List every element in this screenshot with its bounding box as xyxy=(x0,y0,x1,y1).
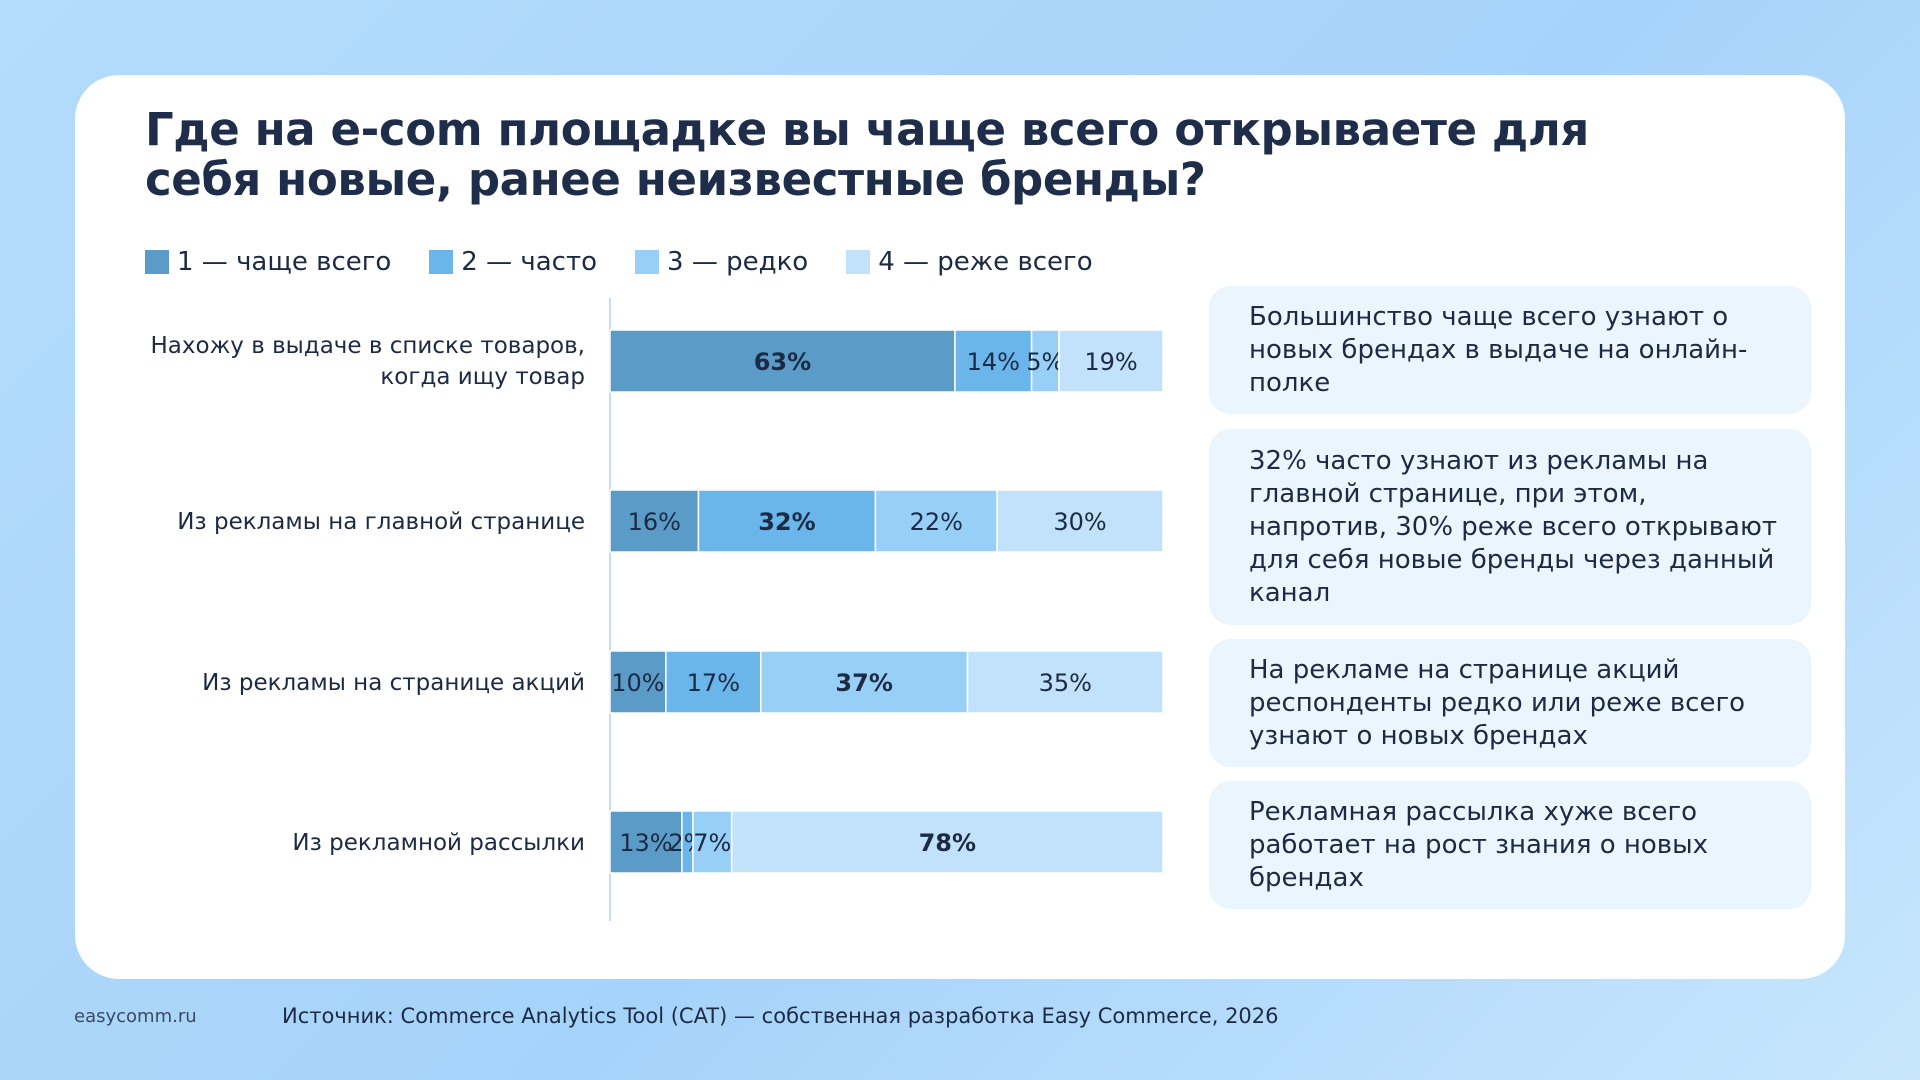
content-card: Где на e-com площадке вы чаще всего откр… xyxy=(75,75,1845,979)
legend-label-2: 2 — часто xyxy=(461,247,598,277)
category-label: Из рекламной рассылки xyxy=(292,830,585,856)
category-label: Из рекламы на главной странице xyxy=(177,509,585,535)
note-1: Большинство чаще всего узнают о новых бр… xyxy=(1209,286,1811,414)
note-2: 32% часто узнают из рекламы на главной с… xyxy=(1209,429,1811,625)
bar-segment xyxy=(966,650,1164,714)
data-label: 17% xyxy=(687,669,740,697)
data-label: 32% xyxy=(758,508,815,536)
bar-segment xyxy=(996,489,1164,553)
bar-segment xyxy=(1058,329,1164,393)
data-label: 5% xyxy=(1026,348,1064,376)
data-label: 14% xyxy=(967,348,1020,376)
note-4: Рекламная рассылка хуже всего работает н… xyxy=(1209,781,1811,909)
bar-segment xyxy=(874,489,998,553)
chart-title: Где на e-com площадке вы чаще всего откр… xyxy=(145,103,1589,206)
stacked-bar-chart: Нахожу в выдаче в списке товаров, когда и… xyxy=(151,298,1164,921)
category-label: Нахожу в выдаче в списке товаров, когда и… xyxy=(151,333,586,390)
data-label: 37% xyxy=(835,669,892,697)
data-label: 13% xyxy=(619,829,672,857)
legend-label-1: 1 — чаще всего xyxy=(177,247,392,277)
legend-swatch-2 xyxy=(429,250,454,274)
legend-item-4: 4 — реже всего xyxy=(846,247,1093,277)
category-label: Из рекламы на странице акций xyxy=(202,670,585,696)
bar-segment xyxy=(697,489,877,553)
footer-brand: easycomm.ru xyxy=(74,1006,197,1027)
bar-segment xyxy=(609,489,700,553)
legend-swatch-3 xyxy=(635,250,660,274)
bar-segment xyxy=(609,810,683,874)
data-label: 7% xyxy=(693,829,731,857)
data-label: 78% xyxy=(919,829,976,857)
chart-legend: 1 — чаще всего 2 — часто 3 — редко 4 — р… xyxy=(145,247,1093,277)
legend-swatch-1 xyxy=(145,250,169,274)
bar-segment xyxy=(609,329,956,393)
note-3: На рекламе на странице акций респонденты… xyxy=(1209,639,1811,767)
data-label: 10% xyxy=(611,669,664,697)
legend-item-1: 1 — чаще всего xyxy=(145,247,391,277)
legend-item-2: 2 — часто xyxy=(429,247,597,277)
data-label: 35% xyxy=(1039,669,1092,697)
legend-label-4: 4 — реже всего xyxy=(878,247,1093,277)
legend-label-3: 3 — редко xyxy=(667,247,809,277)
data-label: 19% xyxy=(1084,348,1137,376)
data-label: 63% xyxy=(754,348,811,376)
bar-segment xyxy=(760,650,969,714)
bar-segment xyxy=(692,810,733,874)
data-label: 30% xyxy=(1053,508,1106,536)
bar-segment xyxy=(609,650,667,714)
data-label: 16% xyxy=(628,508,681,536)
legend-swatch-4 xyxy=(846,250,871,274)
bar-segment xyxy=(1030,329,1060,393)
legend-item-3: 3 — редко xyxy=(635,247,808,277)
bar-segment xyxy=(730,810,1164,874)
bar-segment xyxy=(665,650,762,714)
data-label: 22% xyxy=(910,508,963,536)
footer-source: Источник: Commerce Analytics Tool (CAT) … xyxy=(282,1004,1279,1028)
